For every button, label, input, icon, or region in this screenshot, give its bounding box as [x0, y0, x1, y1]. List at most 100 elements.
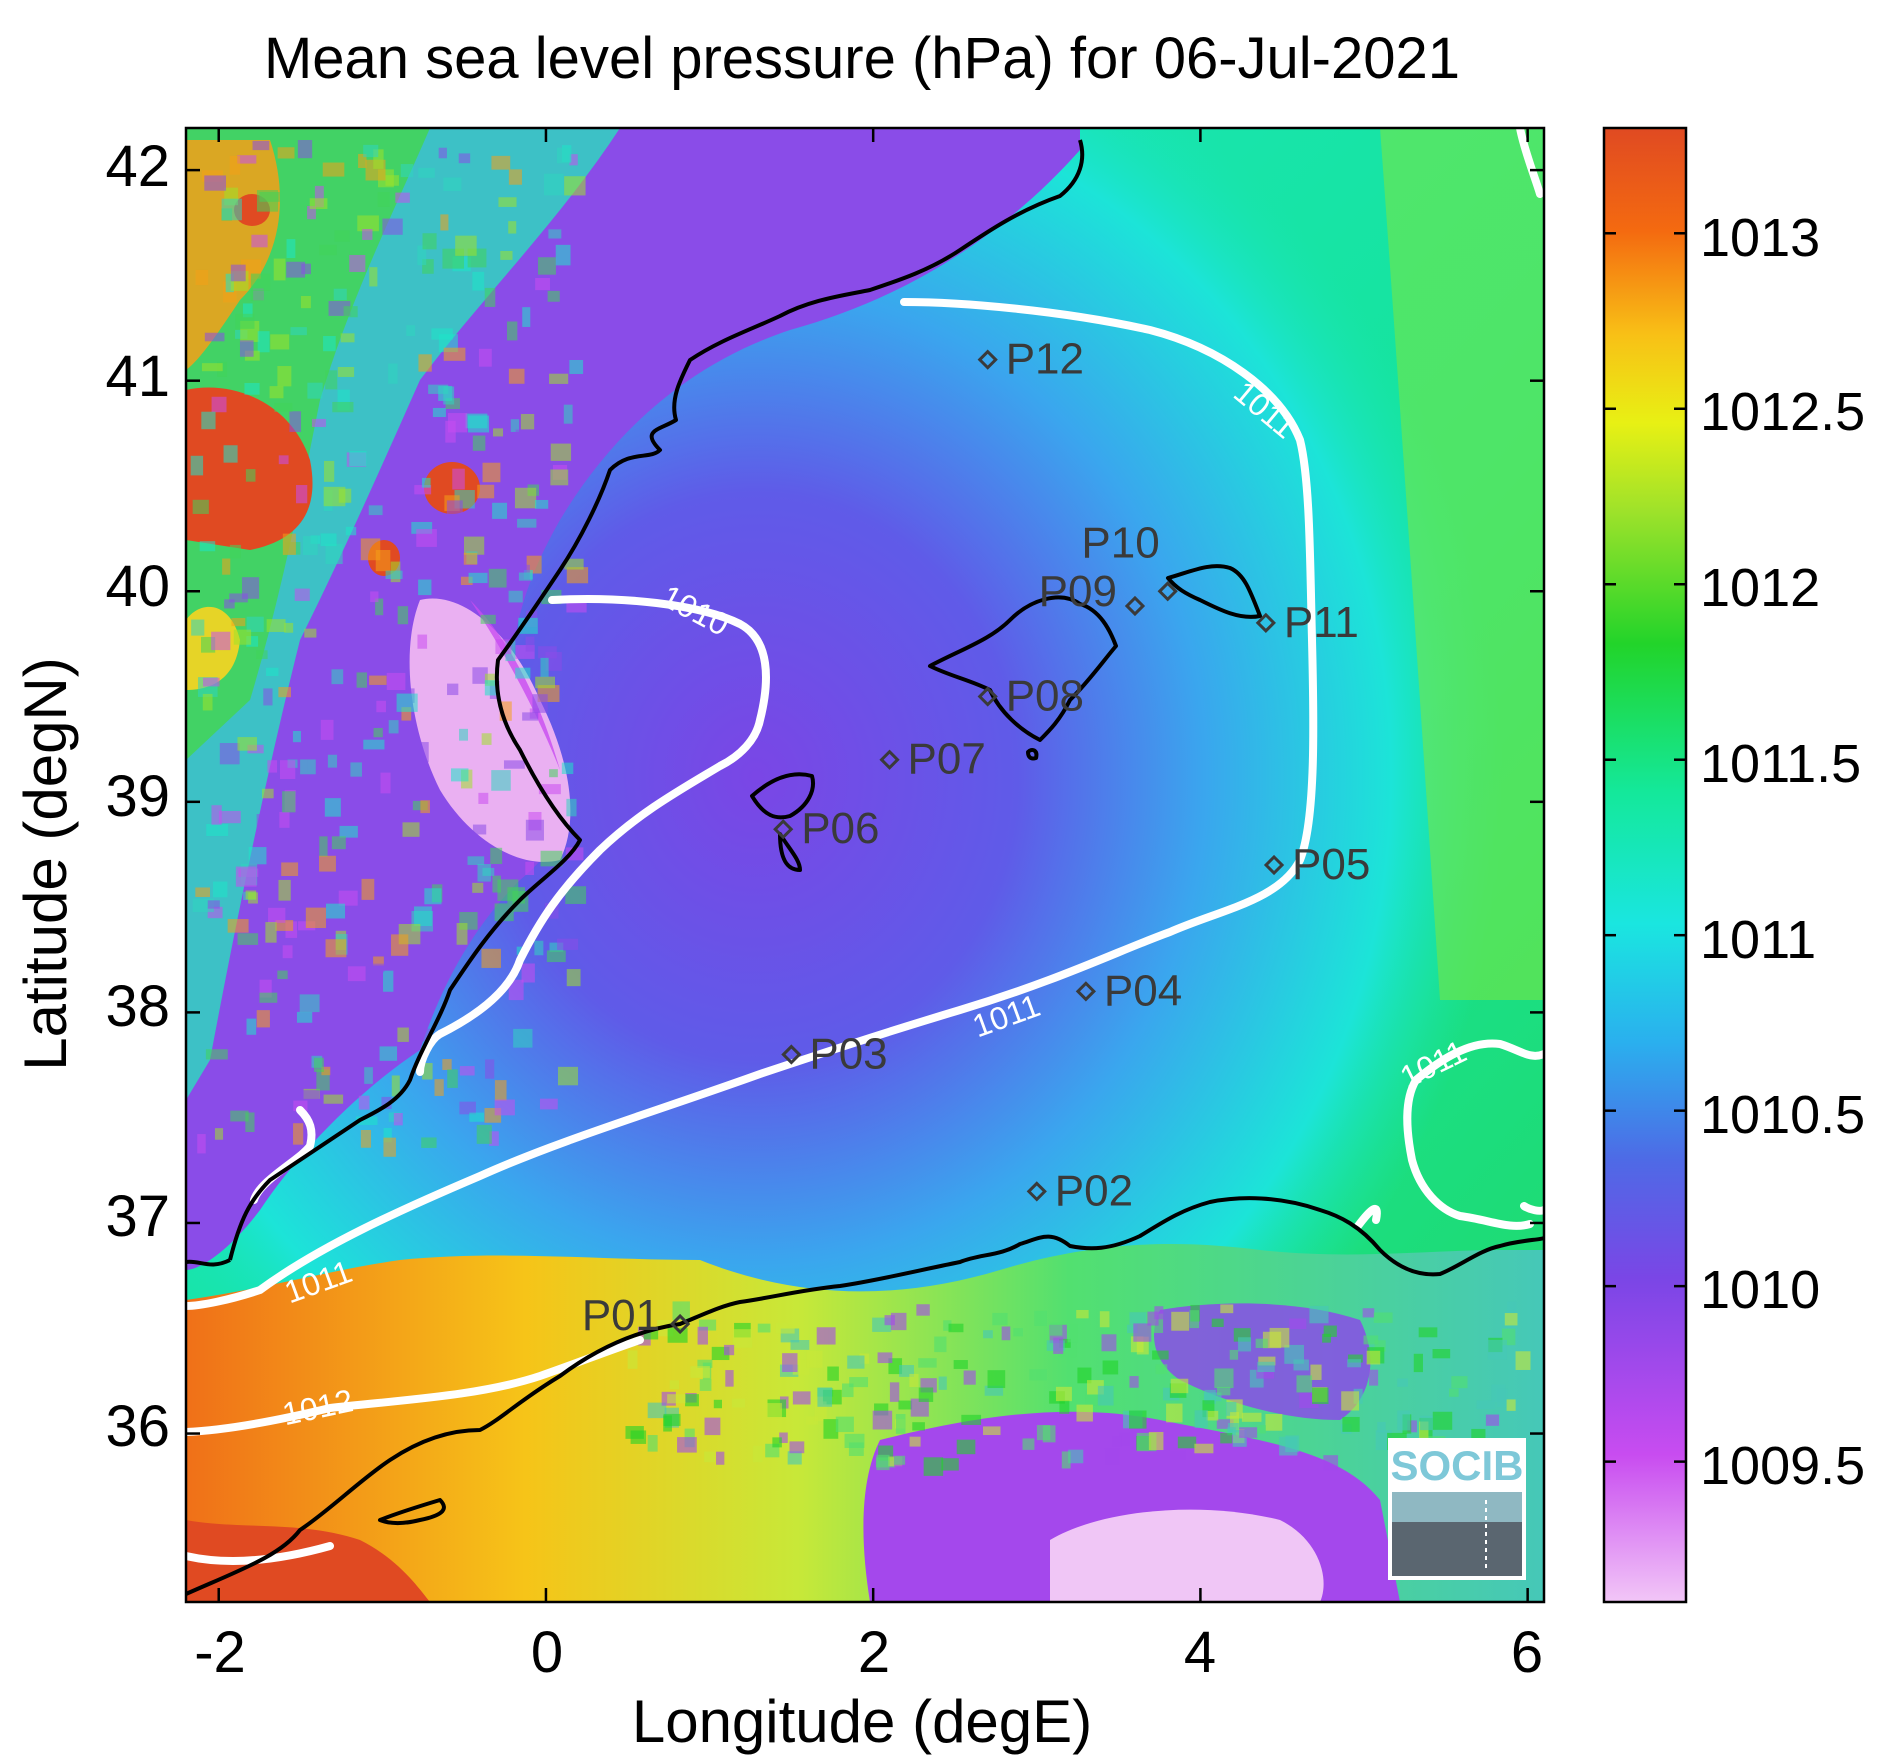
terrain-noise-cell — [535, 676, 556, 689]
terrain-noise-cell — [265, 922, 277, 943]
colorbar-tick-label: 1011 — [1700, 910, 1816, 970]
terrain-noise-cell — [320, 533, 337, 547]
terrain-noise-cell — [447, 683, 459, 696]
terrain-noise-cell — [685, 1394, 699, 1407]
terrain-noise-cell — [463, 552, 478, 565]
terrain-noise-cell — [877, 1352, 893, 1364]
terrain-noise-cell — [267, 760, 278, 773]
terrain-noise-cell — [358, 153, 367, 168]
terrain-noise-cell — [259, 192, 280, 202]
terrain-noise-cell — [279, 811, 290, 828]
terrain-noise-cell — [340, 333, 355, 343]
terrain-noise-cell — [324, 798, 341, 817]
terrain-noise-cell — [421, 1137, 437, 1148]
terrain-noise-cell — [391, 934, 409, 956]
formentera-coastline — [778, 832, 802, 872]
terrain-noise-cell — [492, 875, 501, 893]
terrain-noise-cell — [1155, 1364, 1168, 1375]
terrain-noise-cell — [386, 672, 406, 691]
terrain-noise-cell — [411, 521, 433, 534]
y-tick-label: 41 — [105, 344, 170, 409]
terrain-noise-cell — [1013, 1328, 1023, 1337]
terrain-noise-cell — [1229, 1349, 1239, 1360]
terrain-noise-cell — [292, 730, 301, 743]
terrain-noise-cell — [452, 468, 465, 490]
x-tick-label: 6 — [1511, 1620, 1543, 1685]
station-marker — [1157, 581, 1178, 602]
terrain-noise-cell — [1449, 1388, 1459, 1397]
terrain-noise-cell — [1220, 1433, 1233, 1444]
terrain-noise-cell — [414, 485, 432, 495]
terrain-noise-cell — [468, 572, 488, 584]
terrain-noise-cell — [207, 900, 220, 909]
plot-frame — [184, 126, 1546, 1604]
terrain-noise-cell — [672, 1301, 690, 1320]
terrain-noise-cell — [564, 176, 586, 196]
contour-1011-east — [1403, 1039, 1544, 1230]
terrain-noise-cell — [480, 396, 499, 411]
terrain-noise-cell — [899, 1365, 915, 1377]
terrain-noise-cell — [477, 484, 495, 499]
terrain-noise-cell — [451, 768, 469, 782]
terrain-noise-cell — [383, 1127, 392, 1143]
terrain-noise-cell — [418, 354, 432, 372]
terrain-noise-cell — [443, 386, 455, 405]
terrain-noise-cell — [414, 906, 432, 927]
colorbar-tick-label: 1010.5 — [1700, 1085, 1865, 1145]
terrain-noise-cell — [1506, 1399, 1516, 1411]
terrain-noise-cell — [357, 215, 379, 232]
terrain-noise-cell — [540, 657, 549, 677]
terrain-noise-cell — [301, 263, 311, 275]
terrain-noise-cell — [549, 942, 564, 952]
terrain-noise-cell — [538, 646, 557, 659]
terrain-noise-cell — [279, 760, 296, 779]
contour-1012-b — [186, 1542, 334, 1565]
contour-1010 — [416, 595, 770, 1076]
terrain-noise-cell — [248, 847, 267, 865]
terrain-noise-cell — [360, 538, 381, 561]
terrain-noise-cell — [724, 1344, 735, 1356]
terrain-noise-cell — [302, 536, 318, 555]
terrain-noise-cell — [956, 1439, 976, 1455]
terrain-noise-cell — [428, 384, 449, 394]
y-tick-label: 40 — [105, 554, 170, 619]
terrain-noise-cell — [1127, 1324, 1138, 1334]
iberia-low-core — [409, 598, 571, 862]
terrain-noise-cell — [485, 1059, 495, 1079]
terrain-noise-cell — [296, 485, 308, 504]
terrain-noise-cell — [393, 1112, 403, 1126]
terrain-noise-cell — [518, 572, 533, 581]
terrain-noise-cell — [484, 673, 495, 686]
terrain-noise-cell — [544, 173, 564, 196]
terrain-noise-cell — [337, 367, 355, 377]
colorbar-ticks — [1604, 232, 1686, 1463]
terrain-noise-cell — [281, 862, 299, 876]
terrain-noise-cell — [677, 1437, 697, 1453]
terrain-noise-cell — [246, 636, 259, 647]
terrain-noise-cell — [1214, 1368, 1234, 1389]
terrain-noise-cell — [282, 791, 296, 813]
terrain-noise-cell — [417, 634, 428, 649]
terrain-noise-cell — [440, 214, 449, 231]
terrain-noise-cell — [775, 1323, 795, 1334]
terrain-noise-cell — [373, 727, 383, 738]
terrain-noise-cell — [540, 850, 563, 867]
terrain-noise-layer — [190, 140, 1531, 1476]
terrain-noise-cell — [422, 259, 434, 274]
terrain-noise-cell — [256, 1010, 270, 1028]
terrain-noise-cell — [336, 1045, 355, 1067]
terrain-noise-cell — [434, 1079, 444, 1096]
terrain-noise-cell — [211, 396, 227, 413]
terrain-noise-cell — [269, 386, 284, 399]
terrain-noise-cell — [432, 407, 446, 418]
y-tick-label: 37 — [105, 1184, 170, 1249]
terrain-noise-cell — [195, 887, 211, 897]
terrain-noise-cell — [256, 814, 269, 834]
terrain-noise-cell — [1258, 1356, 1276, 1366]
terrain-noise-cell — [565, 847, 584, 861]
terrain-noise-cell — [477, 864, 491, 882]
terrain-noise-cell — [412, 800, 428, 811]
terrain-noise-cell — [842, 1383, 854, 1398]
terrain-noise-cell — [319, 836, 328, 857]
terrain-noise-cell — [1397, 1410, 1411, 1431]
